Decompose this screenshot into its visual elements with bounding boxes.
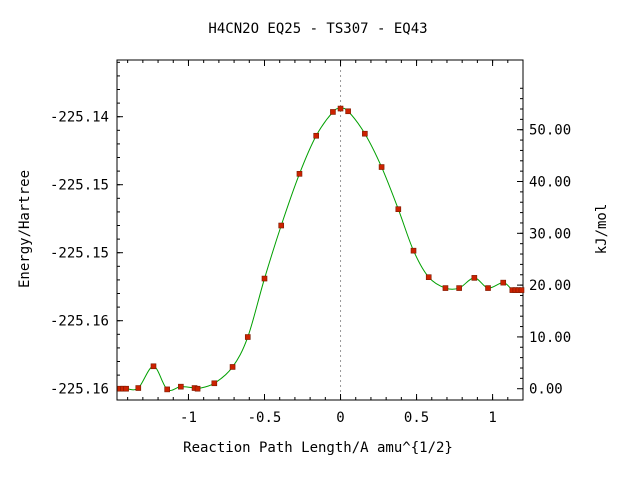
data-point bbox=[211, 380, 218, 387]
data-point bbox=[425, 274, 432, 280]
data-point bbox=[178, 383, 184, 390]
data-point bbox=[395, 206, 402, 212]
x-axis-label: Reaction Path Length/A amu^{1/2} bbox=[183, 440, 453, 456]
chart-title: H4CN2O EQ25 - TS307 - EQ43 bbox=[208, 21, 427, 37]
data-point bbox=[456, 285, 462, 291]
y2-tick-label: 40.00 bbox=[529, 175, 571, 191]
y2-tick-label: 30.00 bbox=[529, 226, 571, 242]
data-point bbox=[164, 386, 170, 393]
data-point bbox=[278, 222, 285, 229]
data-point bbox=[471, 275, 478, 281]
y-tick-label: -225.14 bbox=[50, 110, 109, 126]
y-tick-label: -225.15 bbox=[50, 246, 109, 262]
data-point bbox=[244, 334, 251, 340]
y-tick-label: -225.15 bbox=[50, 178, 109, 194]
data-point bbox=[330, 109, 336, 115]
x-tick-label: 1 bbox=[488, 410, 496, 426]
data-point bbox=[123, 385, 129, 392]
data-point bbox=[194, 385, 201, 392]
data-point bbox=[410, 247, 417, 254]
y-axis-label: Energy/Hartree bbox=[17, 170, 33, 288]
data-point bbox=[345, 108, 351, 115]
data-point bbox=[362, 130, 368, 137]
data-point bbox=[261, 275, 268, 282]
x-tick-label: 0.5 bbox=[404, 410, 429, 426]
plot-frame bbox=[116, 59, 524, 401]
data-point bbox=[378, 164, 385, 170]
y2-tick-label: 20.00 bbox=[529, 278, 571, 294]
x-tick-label: -1 bbox=[180, 410, 197, 426]
energy-curve bbox=[120, 107, 522, 391]
x-tick-label: -0.5 bbox=[248, 410, 282, 426]
x-tick-label: 0 bbox=[336, 410, 344, 426]
data-point bbox=[500, 279, 507, 286]
data-point bbox=[442, 285, 449, 291]
data-points bbox=[117, 105, 525, 393]
y2-tick-label: 10.00 bbox=[529, 330, 571, 346]
y-tick-label: -225.16 bbox=[50, 382, 109, 398]
data-point bbox=[229, 364, 236, 370]
data-point bbox=[518, 287, 525, 293]
data-point bbox=[150, 363, 157, 370]
data-point bbox=[337, 105, 344, 112]
y2-tick-label: 0.00 bbox=[529, 382, 563, 398]
y2-tick-label: 50.00 bbox=[529, 123, 571, 139]
data-point bbox=[313, 132, 319, 139]
axis-tick-labels: -1 -0.5 0 0.5 1 -225.14 -225.15 -225.15 -225.16 -… bbox=[50, 110, 571, 426]
y-tick-label: -225.16 bbox=[50, 314, 109, 330]
data-point bbox=[485, 285, 491, 291]
data-point bbox=[296, 171, 303, 177]
axis-ticks bbox=[117, 60, 523, 400]
secondary-y-axis-label: kJ/mol bbox=[594, 204, 610, 255]
data-point bbox=[135, 385, 142, 391]
